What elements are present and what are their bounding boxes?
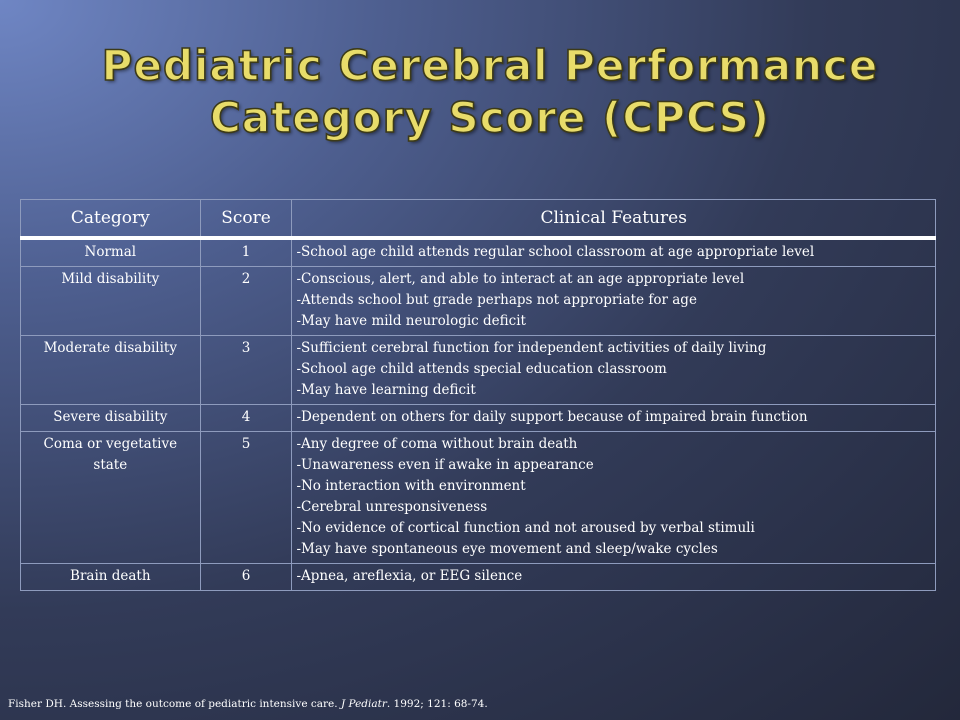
row-features: -Apnea, areflexia, or EEG silence [291,563,936,591]
row-score: 2 [199,266,293,336]
feature-line: -School age child attends regular school… [296,244,815,260]
feature-line: -Conscious, alert, and able to interact … [296,271,745,287]
table-row: Severe disability 4 -Dependent on others… [20,404,936,432]
cpcs-table: Category Score Clinical Features Normal … [20,199,936,591]
table-row: Brain death 6 -Apnea, areflexia, or EEG … [20,563,936,591]
row-score: 6 [199,563,293,591]
row-category: Severe disability [20,404,201,432]
citation-journal: J Pediatr [340,698,387,710]
feature-line: -Unawareness even if awake in appearance [296,457,594,473]
table-row: Coma or vegetative state 5 -Any degree o… [20,431,936,564]
header-category: Category [20,199,201,240]
slide-title-line-1: Pediatric Cerebral Performance [101,40,879,91]
feature-line: -No evidence of cortical function and no… [296,520,755,536]
citation: Fisher DH. Assessing the outcome of pedi… [8,698,488,710]
row-category: Moderate disability [20,335,201,405]
table-row: Moderate disability 3 -Sufficient cerebr… [20,335,936,405]
row-category: Normal [20,237,201,267]
row-category: Coma or vegetative state [20,431,201,564]
slide-title: Pediatric Cerebral Performance Category … [60,40,920,144]
row-score: 5 [199,431,293,564]
row-score: 1 [199,237,293,267]
feature-line: -No interaction with environment [296,478,526,494]
citation-details: . 1992; 121: 68-74. [386,698,488,710]
table-row: Normal 1 -School age child attends regul… [20,237,936,267]
row-features: -School age child attends regular school… [291,237,936,267]
row-category: Brain death [20,563,201,591]
feature-line: -Any degree of coma without brain death [296,436,578,452]
feature-line: -May have learning deficit [296,382,476,398]
feature-line: -School age child attends special educat… [296,361,667,377]
feature-line: -Sufficient cerebral function for indepe… [296,340,767,356]
header-clinical-features: Clinical Features [291,199,936,240]
row-features: -Dependent on others for daily support b… [291,404,936,432]
table-row: Mild disability 2 -Conscious, alert, and… [20,266,936,336]
slide-title-line-2: Category Score (CPCS) [209,92,771,143]
table-header-row: Category Score Clinical Features [20,199,936,240]
header-score: Score [199,199,293,240]
row-features: -Conscious, alert, and able to interact … [291,266,936,336]
citation-text: Fisher DH. Assessing the outcome of pedi… [8,698,338,710]
feature-line: -May have spontaneous eye movement and s… [296,541,718,557]
row-category: Mild disability [20,266,201,336]
feature-line: -May have mild neurologic deficit [296,313,526,329]
feature-line: -Attends school but grade perhaps not ap… [296,292,697,308]
feature-line: -Apnea, areflexia, or EEG silence [296,568,523,584]
feature-line: -Dependent on others for daily support b… [296,409,808,425]
row-features: -Sufficient cerebral function for indepe… [291,335,936,405]
row-features: -Any degree of coma without brain death … [291,431,936,564]
feature-line: -Cerebral unresponsiveness [296,499,488,515]
row-score: 3 [199,335,293,405]
row-score: 4 [199,404,293,432]
